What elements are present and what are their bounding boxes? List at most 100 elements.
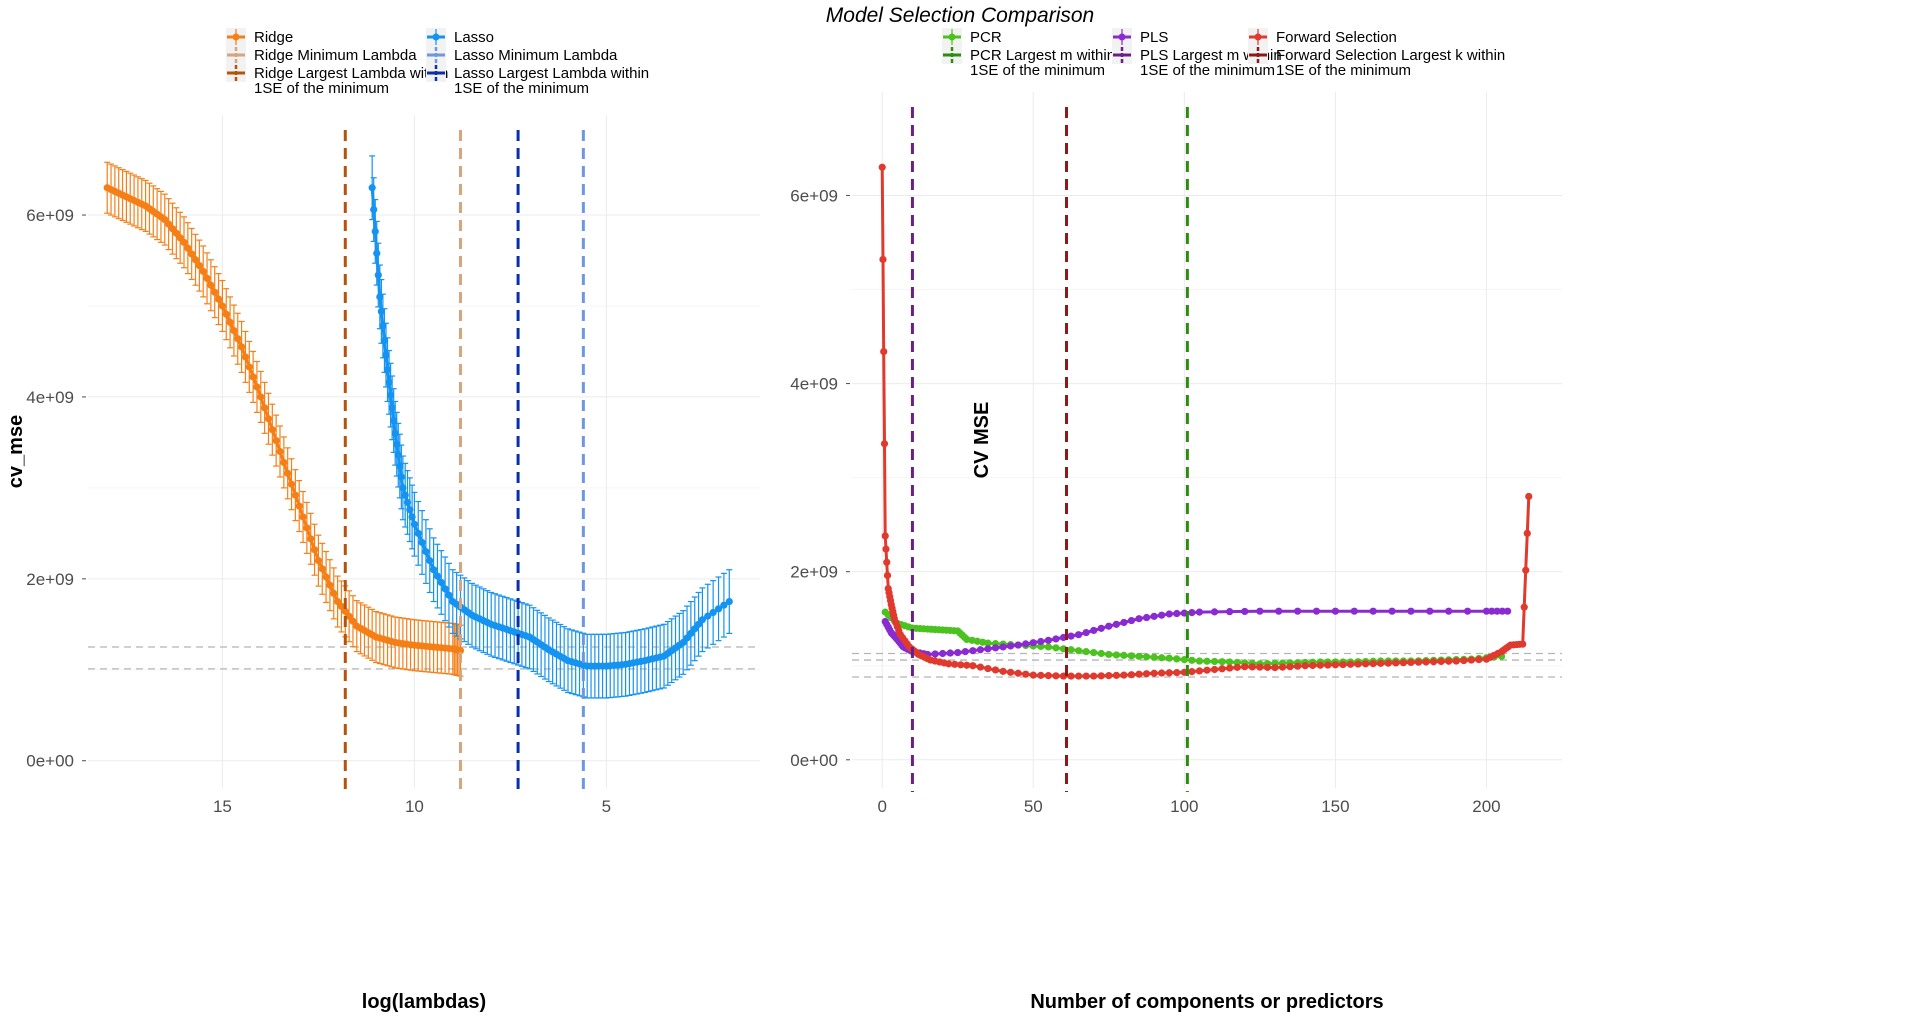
series-line [370, 187, 731, 668]
data-point [1029, 639, 1037, 647]
data-point [1142, 613, 1151, 622]
legend-label: 1SE of the minimum [254, 80, 389, 97]
data-point [1112, 671, 1120, 679]
data-point [1218, 665, 1226, 673]
data-point [377, 307, 385, 316]
data-point [322, 573, 330, 581]
data-point [963, 661, 971, 669]
x-tick-label: 15 [213, 797, 232, 816]
data-point [1463, 607, 1472, 615]
data-point [249, 373, 257, 381]
data-point [1445, 657, 1453, 665]
data-point [1173, 609, 1181, 618]
data-point [1173, 655, 1181, 663]
data-point [1074, 672, 1083, 680]
data-point [393, 440, 401, 448]
data-point [330, 589, 338, 597]
data-point [1022, 640, 1030, 648]
data-point [1120, 618, 1128, 627]
data-point [951, 660, 959, 668]
legend-label: PCR [970, 29, 1002, 46]
data-point [1460, 656, 1468, 665]
data-point [880, 440, 889, 448]
components-panel: 0e+00 2e+09 4e+09 6e+09 0 50 100 150 200 Number o… [790, 28, 1562, 1013]
data-point [1498, 607, 1506, 615]
data-point [714, 605, 723, 613]
grid-lines [852, 92, 1562, 788]
legend-label: PLS [1140, 29, 1168, 46]
x-tick-label: 50 [1024, 797, 1043, 816]
data-point [1105, 650, 1113, 659]
data-point [382, 351, 390, 359]
data-point [1044, 672, 1052, 680]
y-tick-label: 2e+09 [790, 563, 838, 582]
data-point [445, 591, 453, 599]
x-axis-title: log(lambdas) [362, 991, 486, 1013]
data-point [287, 480, 296, 488]
data-point [1316, 661, 1324, 669]
data-point [1082, 672, 1090, 680]
data-point [1203, 657, 1211, 665]
data-point [399, 484, 407, 492]
data-point [1346, 660, 1355, 668]
data-point [268, 426, 276, 434]
data-point [222, 310, 230, 318]
legend-label: PLS Largest m within [1140, 47, 1282, 64]
data-point [1007, 668, 1015, 676]
data-point [1165, 610, 1173, 618]
y-tick-label: 4e+09 [26, 388, 74, 407]
data-point [184, 244, 192, 252]
data-point [1150, 669, 1158, 677]
data-point [195, 262, 203, 270]
series-forward-selection [878, 163, 1533, 680]
data-point [1120, 651, 1128, 659]
data-point [437, 578, 445, 587]
data-point [1414, 658, 1423, 666]
data-point [1188, 668, 1196, 676]
y-axis-title: CV MSE [971, 402, 993, 479]
data-point [414, 529, 422, 537]
data-point [1437, 657, 1445, 666]
data-point [199, 267, 207, 276]
data-point [408, 513, 416, 521]
legend-label: Lasso Largest Lambda within [454, 65, 649, 82]
data-point [1007, 642, 1015, 650]
data-point [326, 581, 334, 589]
data-point [1097, 672, 1105, 680]
data-point [373, 249, 381, 257]
legend-label: 1SE of the minimum [1276, 62, 1411, 79]
legend-item-lasso-minimum-lambda: Lasso Minimum Lambda [426, 46, 618, 64]
data-point [939, 649, 947, 658]
data-point [337, 602, 346, 611]
data-point [226, 318, 234, 326]
data-point [310, 546, 319, 554]
data-point [1173, 668, 1181, 677]
data-point [1426, 607, 1434, 615]
data-point [1493, 607, 1501, 615]
data-point [341, 607, 349, 615]
data-point [1052, 635, 1060, 643]
data-point [1074, 647, 1083, 655]
data-point [1445, 607, 1453, 615]
data-point [390, 416, 398, 425]
data-point [931, 650, 939, 658]
data-point [1105, 672, 1113, 680]
data-point [1271, 664, 1279, 672]
data-point [1362, 660, 1370, 668]
y-tick-label: 0e+00 [26, 752, 74, 771]
data-point [1022, 670, 1030, 678]
data-point [1407, 607, 1415, 615]
data-point [276, 447, 284, 456]
legend-item-ridge: Ridge [226, 28, 293, 46]
data-point [1520, 603, 1528, 611]
data-point [957, 661, 965, 669]
legend-label: Ridge [254, 29, 293, 46]
data-point [207, 281, 215, 289]
data-point [1294, 662, 1302, 670]
data-point [1090, 648, 1098, 657]
data-point [1158, 669, 1166, 677]
data-point [1218, 658, 1226, 666]
